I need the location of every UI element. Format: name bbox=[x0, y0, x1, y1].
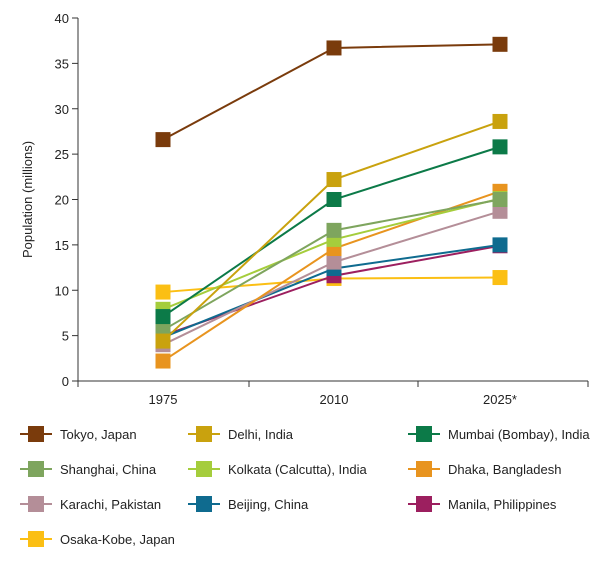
legend-swatch bbox=[196, 461, 212, 477]
y-tick-label: 25 bbox=[55, 147, 69, 162]
legend-item: Kolkata (Calcutta), India bbox=[188, 461, 368, 477]
legend-swatch bbox=[416, 496, 432, 512]
data-point bbox=[492, 270, 508, 286]
legend-label: Manila, Philippines bbox=[448, 497, 557, 512]
y-tick-label: 20 bbox=[55, 193, 69, 208]
legend-item: Dhaka, Bangladesh bbox=[408, 461, 561, 477]
y-tick-label: 35 bbox=[55, 56, 69, 71]
data-point bbox=[155, 353, 171, 369]
legend-label: Shanghai, China bbox=[60, 462, 157, 477]
x-tick-label: 2025* bbox=[483, 392, 517, 407]
y-tick-label: 0 bbox=[62, 374, 69, 389]
series-line bbox=[162, 43, 501, 141]
legend-swatch bbox=[28, 461, 44, 477]
legend-item: Karachi, Pakistan bbox=[20, 496, 161, 512]
data-point bbox=[326, 254, 342, 270]
legend-swatch bbox=[28, 426, 44, 442]
y-tick-label: 10 bbox=[55, 283, 69, 298]
legend-label: Karachi, Pakistan bbox=[60, 497, 161, 512]
legend-swatch bbox=[416, 461, 432, 477]
legend-label: Delhi, India bbox=[228, 427, 294, 442]
legend: Tokyo, Japan Delhi, India Mumbai (Bombay),… bbox=[20, 426, 590, 547]
legend-label: Tokyo, Japan bbox=[60, 427, 137, 442]
series-shanghai-china bbox=[155, 192, 508, 338]
legend-swatch bbox=[416, 426, 432, 442]
series-mumbai-bombay-india bbox=[155, 139, 508, 325]
data-point bbox=[492, 237, 508, 253]
legend-item: Tokyo, Japan bbox=[20, 426, 137, 442]
data-point bbox=[492, 36, 508, 52]
legend-label: Beijing, China bbox=[228, 497, 309, 512]
data-point bbox=[492, 192, 508, 207]
y-tick-label: 5 bbox=[62, 329, 69, 344]
legend-item: Osaka-Kobe, Japan bbox=[20, 531, 175, 547]
legend-item: Mumbai (Bombay), India bbox=[408, 426, 590, 442]
y-axis-title: Population (millions) bbox=[20, 141, 35, 258]
data-point bbox=[492, 203, 508, 219]
y-tick-label: 15 bbox=[55, 238, 69, 253]
legend-label: Mumbai (Bombay), India bbox=[448, 427, 590, 442]
legend-swatch bbox=[196, 426, 212, 442]
legend-item: Shanghai, China bbox=[20, 461, 157, 477]
legend-label: Kolkata (Calcutta), India bbox=[228, 462, 368, 477]
series-layer bbox=[155, 36, 508, 369]
data-point bbox=[155, 333, 171, 349]
legend-swatch bbox=[28, 496, 44, 512]
series-tokyo-japan bbox=[155, 36, 508, 148]
data-point bbox=[155, 132, 171, 148]
legend-label: Osaka-Kobe, Japan bbox=[60, 532, 175, 547]
data-point bbox=[492, 113, 508, 129]
legend-item: Delhi, India bbox=[188, 426, 294, 442]
data-point bbox=[492, 139, 508, 155]
data-point bbox=[326, 40, 342, 56]
legend-swatch bbox=[28, 531, 44, 547]
data-point bbox=[326, 172, 342, 188]
data-point bbox=[326, 192, 342, 207]
y-tick-label: 40 bbox=[55, 11, 69, 26]
y-tick-label: 30 bbox=[55, 102, 69, 117]
data-point bbox=[326, 222, 342, 238]
legend-item: Manila, Philippines bbox=[408, 496, 557, 512]
x-tick-label: 2010 bbox=[320, 392, 349, 407]
data-point bbox=[155, 284, 171, 300]
data-point bbox=[155, 309, 171, 325]
axes: 0 5 10 15 20 25 30 35 40 1975 2010 2025* bbox=[55, 11, 589, 407]
legend-label: Dhaka, Bangladesh bbox=[448, 462, 561, 477]
legend-item: Beijing, China bbox=[188, 496, 309, 512]
series-delhi-india bbox=[155, 113, 508, 349]
legend-swatch bbox=[196, 496, 212, 512]
x-tick-label: 1975 bbox=[149, 392, 178, 407]
